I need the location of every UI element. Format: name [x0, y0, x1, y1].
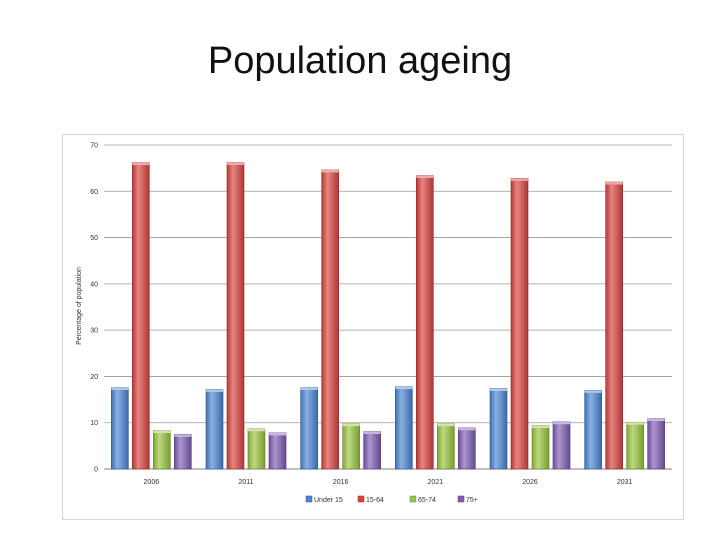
bar-cap	[132, 162, 150, 166]
slide-title: Population ageing	[207, 40, 513, 82]
bar	[510, 178, 529, 470]
bar-cap	[111, 387, 129, 391]
bar	[268, 432, 287, 470]
bar	[489, 388, 508, 470]
bar	[153, 430, 171, 470]
legend-label: 75+	[466, 497, 478, 504]
bar-cap	[647, 418, 665, 422]
y-tick-label: 10	[90, 420, 98, 427]
y-tick-label: 40	[90, 281, 98, 288]
bar	[458, 427, 476, 470]
bar-cap	[532, 425, 549, 428]
y-tick-label: 50	[90, 235, 98, 242]
bar-cap	[458, 427, 476, 431]
bar	[552, 421, 571, 470]
bar-cap	[626, 422, 644, 425]
bar	[111, 387, 129, 470]
bar	[247, 428, 266, 470]
bar	[132, 162, 150, 470]
legend-label: 15-64	[366, 497, 384, 504]
bar-cap	[605, 182, 623, 185]
bar	[205, 389, 224, 470]
y-tick-label: 20	[90, 374, 98, 381]
bar	[395, 386, 413, 470]
bar-cap	[363, 431, 381, 435]
bar-cap	[553, 421, 570, 425]
bar	[300, 387, 318, 470]
y-tick-label: 70	[90, 143, 98, 150]
bar-cap	[584, 390, 602, 393]
bar-cap	[395, 386, 413, 390]
bar-cap	[416, 175, 434, 179]
bar-cap	[300, 387, 318, 391]
bar-cap	[174, 434, 192, 437]
bar	[531, 425, 550, 470]
bar	[416, 175, 434, 470]
bar-cap	[511, 178, 528, 181]
bar	[437, 423, 455, 470]
x-tick-label: 2016	[333, 479, 349, 486]
bar-cap	[342, 423, 360, 427]
y-tick-label: 60	[90, 189, 98, 196]
bar-cap	[437, 423, 455, 427]
x-tick-label: 2026	[522, 479, 538, 486]
bar	[626, 421, 644, 470]
bar-cap	[490, 388, 507, 391]
bar	[174, 433, 192, 470]
x-tick-label: 2031	[617, 479, 633, 486]
x-tick-label: 2006	[144, 479, 160, 486]
bar-cap	[269, 432, 286, 436]
legend-swatch	[357, 495, 365, 503]
legend-swatch	[305, 495, 313, 503]
legend-swatch	[457, 495, 465, 503]
bar-cap	[153, 430, 171, 434]
bar-cap	[248, 428, 265, 432]
bar-cap	[206, 389, 223, 392]
legend-swatch	[409, 495, 417, 503]
y-tick-label: 30	[90, 328, 98, 335]
bar	[363, 431, 381, 470]
legend-label: Under 15	[314, 497, 343, 504]
bar	[647, 418, 665, 470]
bar	[321, 169, 339, 470]
bar-cap	[321, 169, 339, 173]
y-axis-label: Percentage of population	[76, 267, 83, 345]
bar	[226, 162, 245, 470]
bar	[605, 181, 623, 470]
bar	[584, 390, 602, 470]
legend-label: 65-74	[418, 497, 436, 504]
x-tick-label: 2021	[428, 479, 444, 486]
bar-cap	[227, 162, 244, 166]
bar	[342, 423, 360, 470]
x-tick-label: 2011	[238, 479, 253, 486]
y-tick-label: 0	[94, 467, 98, 474]
